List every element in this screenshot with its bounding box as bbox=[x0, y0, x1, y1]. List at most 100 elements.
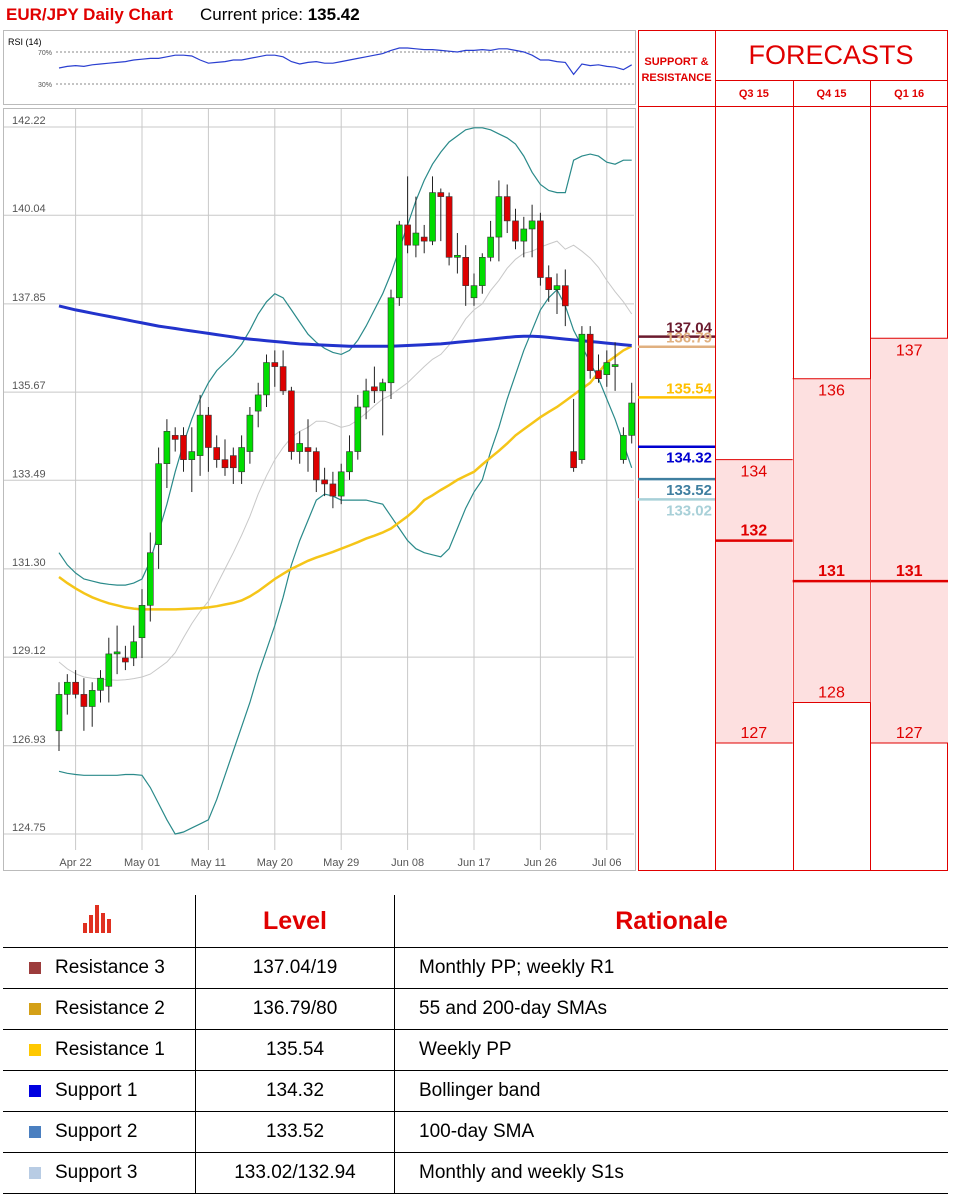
candle-body bbox=[80, 694, 88, 707]
candle-body bbox=[263, 362, 270, 396]
y-tick-label: 142.22 bbox=[12, 115, 46, 127]
candle-body bbox=[138, 605, 146, 639]
swatch bbox=[29, 1084, 41, 1097]
level-cell: 133.52 bbox=[195, 1111, 395, 1153]
swatch bbox=[29, 1002, 41, 1015]
rationale-header: Rationale bbox=[394, 895, 948, 948]
y-tick-label: 140.04 bbox=[12, 203, 46, 215]
swatch bbox=[29, 1125, 41, 1138]
line bbox=[58, 345, 633, 611]
icon-cell bbox=[3, 895, 196, 948]
candle-body bbox=[470, 285, 478, 299]
x-tick-label: Apr 22 bbox=[59, 857, 91, 869]
candle-body bbox=[221, 459, 229, 469]
level-cell: 133.02/132.94 bbox=[195, 1152, 395, 1194]
candle-body bbox=[520, 228, 528, 242]
swatch bbox=[29, 961, 41, 974]
candle-body bbox=[180, 435, 187, 460]
candle-body bbox=[130, 641, 137, 659]
candle-body bbox=[371, 386, 378, 392]
name-cell: Support 2 bbox=[3, 1111, 196, 1153]
candle-body bbox=[155, 463, 162, 545]
candle-body bbox=[279, 366, 287, 392]
level-label: 134.32 bbox=[666, 450, 712, 467]
candle-body bbox=[321, 479, 328, 485]
forecast-range bbox=[871, 338, 948, 743]
candle-body bbox=[495, 196, 503, 238]
candle-body bbox=[595, 370, 602, 380]
forecast-low-label: 128 bbox=[818, 684, 845, 701]
chart: EUR/JPY Daily Chart Current price: 135.4… bbox=[3, 5, 948, 871]
price-panel bbox=[3, 108, 636, 871]
level-cell: 134.32 bbox=[195, 1070, 395, 1112]
line bbox=[58, 304, 632, 348]
table-row: Resistance 1 135.54 Weekly PP bbox=[3, 1029, 948, 1071]
candle-body bbox=[512, 220, 519, 242]
row-name: Support 2 bbox=[55, 1121, 138, 1142]
chart-icon bbox=[83, 904, 111, 933]
table-row: Resistance 3 137.04/19 Monthly PP; weekly … bbox=[3, 947, 948, 989]
candle-body bbox=[230, 455, 237, 469]
candle-body bbox=[620, 435, 627, 460]
candle-body bbox=[213, 447, 220, 460]
x-tick-label: May 29 bbox=[323, 857, 359, 869]
candle-body bbox=[254, 394, 262, 412]
rationale-cell: Monthly PP; weekly R1 bbox=[394, 947, 948, 989]
forecast-title: FORECASTS bbox=[748, 40, 913, 70]
candle-body bbox=[271, 362, 279, 367]
table-row: Support 1 134.32 Bollinger band bbox=[3, 1070, 948, 1112]
candle-body bbox=[537, 220, 544, 278]
table-row: Support 2 133.52 100-day SMA bbox=[3, 1111, 948, 1153]
candle-body bbox=[196, 414, 204, 456]
candle-body bbox=[487, 236, 494, 258]
table-row: Support 3 133.02/132.94 Monthly and weekly… bbox=[3, 1152, 948, 1194]
candle-body bbox=[171, 435, 179, 440]
level-label: 133.02 bbox=[666, 502, 712, 519]
y-tick-label: 131.30 bbox=[12, 557, 46, 569]
candle-body bbox=[454, 254, 461, 258]
level-header: Level bbox=[195, 895, 395, 948]
candle-body bbox=[122, 657, 129, 663]
level-label: 135.54 bbox=[666, 380, 713, 397]
candle-body bbox=[379, 382, 387, 392]
candle-body bbox=[88, 690, 96, 707]
candle-body bbox=[503, 196, 511, 222]
line bbox=[58, 127, 632, 586]
rationale-cell: Monthly and weekly S1s bbox=[394, 1152, 948, 1194]
candle-body bbox=[362, 390, 370, 408]
forecast-high-label: 136 bbox=[818, 383, 845, 400]
candle-body bbox=[296, 443, 304, 452]
candle-body bbox=[478, 257, 486, 286]
candle-body bbox=[545, 277, 553, 290]
candle-body bbox=[395, 224, 403, 299]
forecast-range bbox=[716, 459, 793, 743]
y-tick-label: 126.93 bbox=[12, 734, 46, 746]
candle-body bbox=[105, 653, 113, 687]
forecast-low-label: 127 bbox=[740, 725, 767, 742]
candle-body bbox=[561, 285, 569, 307]
table-row: Resistance 2 136.79/80 55 and 200-day SMAs bbox=[3, 988, 948, 1030]
candle-body bbox=[528, 220, 536, 230]
levels-title: SUPPORT & RESISTANCE bbox=[641, 56, 712, 84]
candle-body bbox=[437, 192, 445, 197]
swatch bbox=[29, 1043, 41, 1056]
rsi-title: RSI (14) bbox=[8, 37, 42, 47]
candle-body bbox=[288, 390, 295, 452]
level-cell: 136.79/80 bbox=[195, 988, 395, 1030]
line bbox=[58, 47, 633, 76]
candle-body bbox=[304, 447, 312, 452]
candle-body bbox=[570, 451, 577, 469]
quarter-label: Q4 15 bbox=[817, 88, 847, 100]
candle-body bbox=[445, 196, 453, 258]
rationale-cell: 55 and 200-day SMAs bbox=[394, 988, 948, 1030]
rationale-cell: Weekly PP bbox=[394, 1029, 948, 1071]
x-tick-label: Jul 06 bbox=[592, 857, 621, 869]
candle-body bbox=[188, 451, 196, 460]
name-cell: Support 3 bbox=[3, 1152, 196, 1194]
y-tick-label: 30% bbox=[38, 82, 52, 89]
candle-body bbox=[354, 406, 362, 452]
row-name: Resistance 1 bbox=[55, 1039, 165, 1060]
forecast-mid-label: 132 bbox=[740, 523, 767, 540]
candle-body bbox=[611, 364, 619, 367]
